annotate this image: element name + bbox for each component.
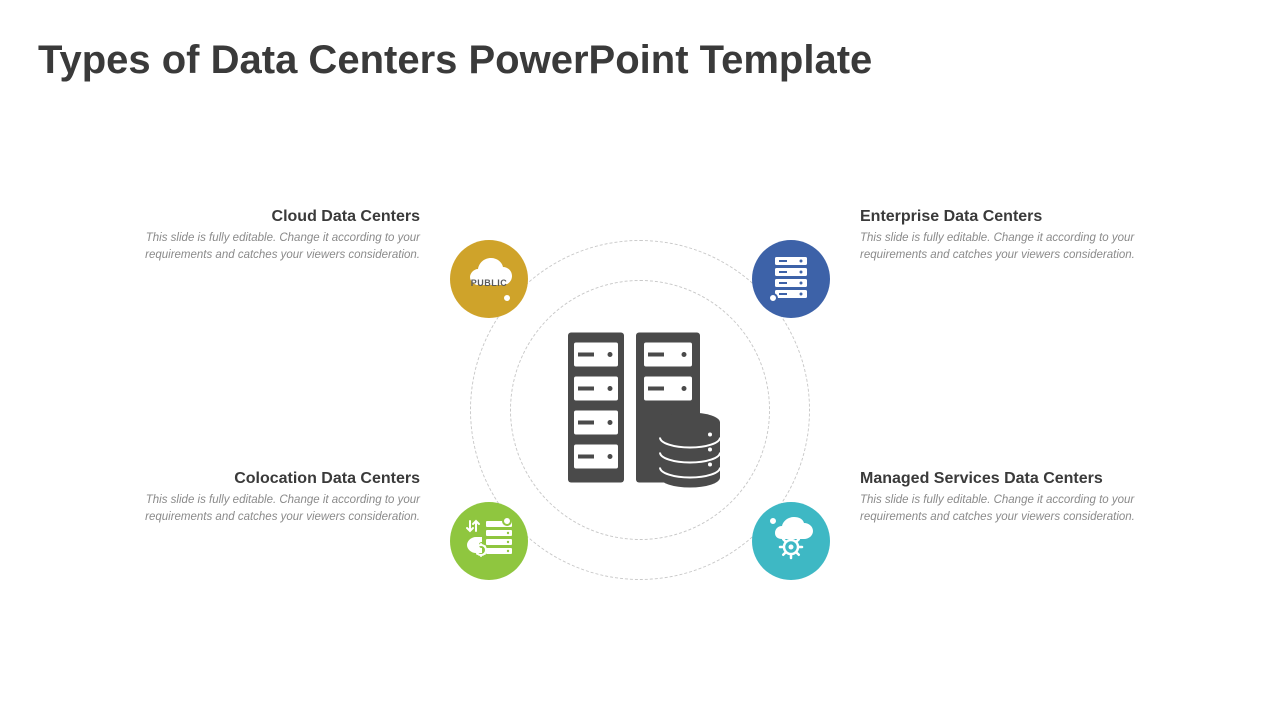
managed-node <box>752 502 830 580</box>
enterprise-connector-dot <box>768 293 778 303</box>
colocation-text: Colocation Data Centers This slide is ful… <box>120 470 420 525</box>
colocation-connector-dot <box>502 516 512 526</box>
datacenter-icon <box>550 323 730 498</box>
cloud-desc: This slide is fully editable. Change it … <box>120 230 420 263</box>
managed-connector-dot <box>768 516 778 526</box>
colocation-heading: Colocation Data Centers <box>120 470 420 488</box>
enterprise-text: Enterprise Data Centers This slide is ful… <box>860 208 1160 263</box>
cloud-public-label: PUBLIC <box>471 278 508 288</box>
colocation-node <box>450 502 528 580</box>
enterprise-node <box>752 240 830 318</box>
server-rack-icon <box>773 255 809 304</box>
managed-desc: This slide is fully editable. Change it … <box>860 492 1160 525</box>
enterprise-heading: Enterprise Data Centers <box>860 208 1160 226</box>
cloud-node: PUBLIC <box>450 240 528 318</box>
cloud-heading: Cloud Data Centers <box>120 208 420 226</box>
managed-heading: Managed Services Data Centers <box>860 470 1160 488</box>
cloud-text: Cloud Data Centers This slide is fully ed… <box>120 208 420 263</box>
page-title: Types of Data Centers PowerPoint Templat… <box>38 38 872 83</box>
managed-text: Managed Services Data Centers This slide … <box>860 470 1160 525</box>
colocation-desc: This slide is fully editable. Change it … <box>120 492 420 525</box>
diagram-area: PUBLIC Cloud Data Centers This slide is fu… <box>0 150 1280 670</box>
enterprise-desc: This slide is fully editable. Change it … <box>860 230 1160 263</box>
cloud-connector-dot <box>502 293 512 303</box>
